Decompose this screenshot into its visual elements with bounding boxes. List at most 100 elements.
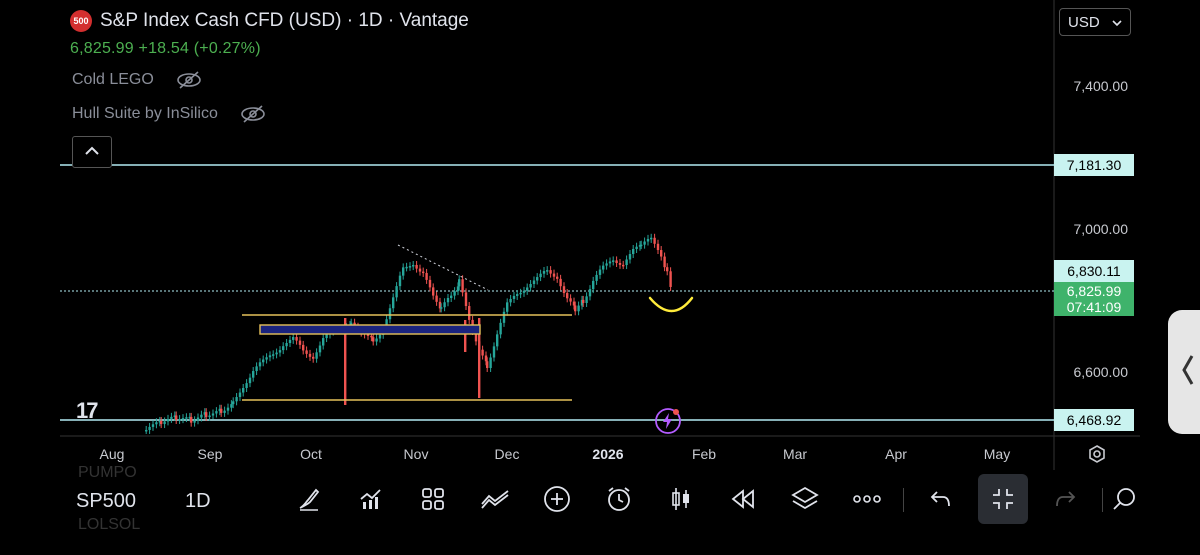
brush-icon[interactable] xyxy=(292,482,326,516)
candle-body xyxy=(595,274,598,281)
candle-body xyxy=(163,421,166,425)
candle-body xyxy=(258,362,262,367)
candle-body xyxy=(502,311,506,323)
candle-body xyxy=(292,337,295,340)
side-panel-handle[interactable] xyxy=(1168,310,1200,434)
candle-body xyxy=(632,249,635,255)
candle-body xyxy=(196,417,200,421)
prev-close-price-tag: 6,830.11 xyxy=(1054,260,1134,282)
candle-body xyxy=(562,286,566,294)
candle-body xyxy=(582,299,585,303)
more-icon[interactable] xyxy=(850,482,884,516)
candle-body xyxy=(435,295,438,302)
candle-body xyxy=(592,280,595,290)
candle-body xyxy=(653,237,656,244)
candle-body xyxy=(308,353,312,357)
alert-icon[interactable] xyxy=(602,482,636,516)
candle-body xyxy=(372,337,375,342)
candle-body xyxy=(158,420,161,423)
templates-icon[interactable] xyxy=(416,482,450,516)
candle-body xyxy=(574,305,577,312)
candle-body xyxy=(188,416,191,419)
symbol-selector[interactable]: SP500 xyxy=(76,490,137,512)
add-icon[interactable] xyxy=(540,482,574,516)
candle-body xyxy=(203,412,206,415)
candle-body xyxy=(509,298,512,303)
ghost-text: LOLSOL xyxy=(78,516,141,533)
price-chart[interactable] xyxy=(60,0,1140,470)
candle-body xyxy=(398,275,402,287)
axis-settings-button[interactable] xyxy=(1087,444,1107,469)
candle-body xyxy=(608,261,612,264)
candle-body xyxy=(474,330,478,342)
trend-line xyxy=(397,244,489,291)
candle-body xyxy=(392,297,395,309)
candle-body xyxy=(402,267,405,276)
candle-body xyxy=(288,339,292,344)
candle-body xyxy=(370,335,373,338)
ghost-text: PUMPO xyxy=(78,464,137,481)
candle-body xyxy=(478,318,481,398)
candle-body xyxy=(151,424,155,427)
time-axis-label: Oct xyxy=(300,446,322,462)
indicator-cold-lego[interactable]: Cold LEGO xyxy=(72,70,202,90)
candle-body xyxy=(536,277,539,281)
candle-body xyxy=(262,359,265,363)
candle-body xyxy=(265,357,268,360)
candle-body xyxy=(663,256,666,268)
collapse-legend-button[interactable] xyxy=(72,136,112,168)
bar-countdown: 07:41:09 xyxy=(1066,299,1122,315)
price-axis-label: 7,400.00 xyxy=(1073,78,1129,94)
candle-body xyxy=(175,415,178,420)
candle-body xyxy=(325,334,328,339)
candle-body xyxy=(170,416,173,419)
upper-line-price-tag: 7,181.30 xyxy=(1054,154,1134,176)
candle-body xyxy=(415,264,418,269)
compare-icon[interactable] xyxy=(478,482,512,516)
indicator-hull-suite[interactable]: Hull Suite by InSilico xyxy=(72,104,266,124)
candle-body xyxy=(318,345,322,353)
candle-body xyxy=(312,356,315,359)
candle-body xyxy=(446,298,450,303)
replay-icon[interactable] xyxy=(726,482,760,516)
candle-body xyxy=(245,383,248,388)
price-axis-label: 6,600.00 xyxy=(1073,364,1129,380)
candle-body xyxy=(298,340,302,345)
candle-type-icon[interactable] xyxy=(664,482,698,516)
candle-body xyxy=(468,306,471,320)
candle-body xyxy=(598,269,602,275)
search-icon[interactable] xyxy=(1110,482,1136,516)
candle-body xyxy=(640,244,643,247)
undo-icon[interactable] xyxy=(924,482,958,516)
currency-selector[interactable]: USD xyxy=(1059,8,1131,36)
candle-body xyxy=(635,246,638,250)
candle-body xyxy=(200,414,203,418)
candle-body xyxy=(412,264,415,267)
candle-body xyxy=(622,264,625,267)
candle-body xyxy=(145,429,148,432)
candle-body xyxy=(302,344,305,351)
interval-selector[interactable]: 1D xyxy=(185,490,211,512)
time-axis-label: 2026 xyxy=(592,446,624,462)
indicator-label: Hull Suite by InSilico xyxy=(72,105,218,122)
candle-body xyxy=(173,415,176,417)
candle-body xyxy=(193,420,196,423)
candle-body xyxy=(418,268,422,272)
candle-body xyxy=(577,305,580,312)
last-price: 6,825.99 xyxy=(1066,283,1122,299)
eye-hidden-icon[interactable] xyxy=(240,104,266,124)
events-button[interactable] xyxy=(654,407,682,440)
candle-body xyxy=(552,273,556,277)
chart-title[interactable]: S&P Index Cash CFD (USD) · 1D · Vantage xyxy=(100,10,469,31)
symbol-logo: 500 xyxy=(70,10,92,32)
last-price-tag: 6,825.99 07:41:09 xyxy=(1054,282,1134,316)
indicators-icon[interactable] xyxy=(354,482,388,516)
redo-icon[interactable] xyxy=(1048,482,1082,516)
candle-body xyxy=(230,404,233,408)
candle-body xyxy=(405,266,408,269)
layers-icon[interactable] xyxy=(788,482,822,516)
eye-hidden-icon[interactable] xyxy=(176,70,202,90)
candle-body xyxy=(602,265,605,270)
collapse-icon[interactable] xyxy=(978,474,1028,524)
candle-body xyxy=(516,294,519,296)
